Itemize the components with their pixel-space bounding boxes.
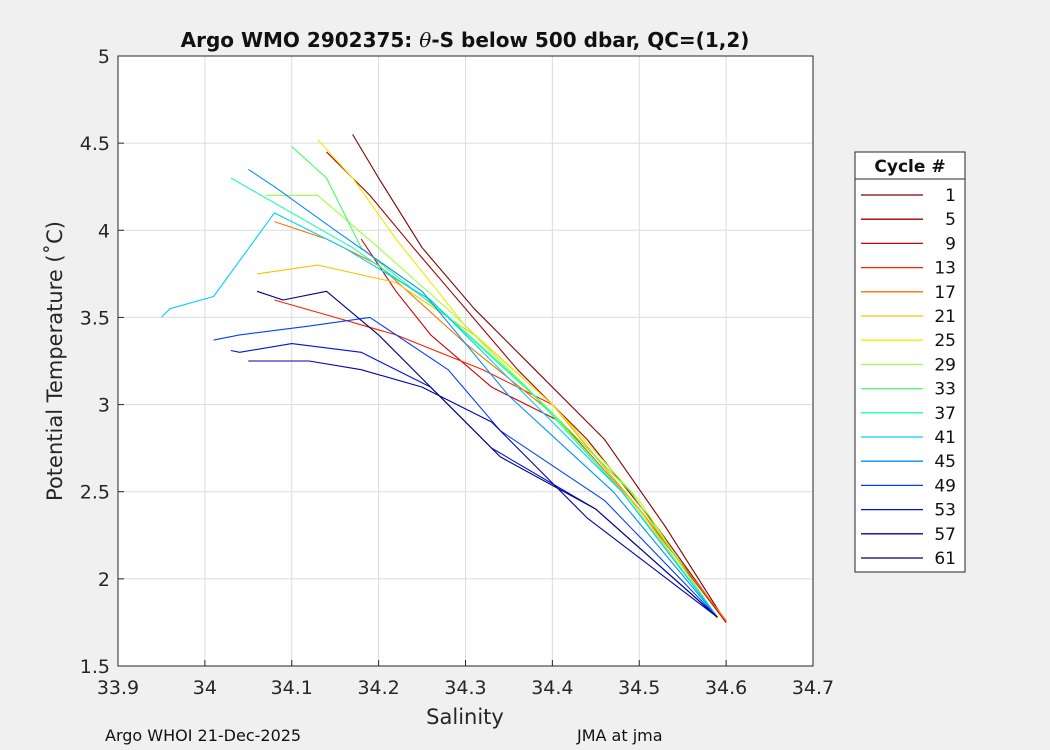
y-tick-label: 2.5 xyxy=(80,482,110,504)
x-tick-label: 34 xyxy=(193,677,217,699)
y-tick-label: 3 xyxy=(98,395,110,417)
series-line-cycle-61 xyxy=(256,290,718,618)
y-tick-labels: 1.5 2 2.5 3 3.5 4 4.5 5 xyxy=(80,46,110,678)
y-tick-label: 4.5 xyxy=(80,133,110,155)
legend-label-57: 57 xyxy=(934,525,956,545)
series-line-cycle-45 xyxy=(247,168,718,618)
y-tick-label: 3.5 xyxy=(80,307,110,329)
y-axis-label: Potential Temperature (˚C) xyxy=(43,221,67,501)
legend-label-5: 5 xyxy=(945,210,956,230)
y-tick-label: 1.5 xyxy=(80,656,110,678)
legend-label-17: 17 xyxy=(934,283,956,303)
footer-source: Argo WHOI 21-Dec-2025 xyxy=(105,726,302,745)
legend-label-13: 13 xyxy=(934,259,956,279)
x-tick-label: 34.3 xyxy=(444,677,486,699)
legend-label-1: 1 xyxy=(945,186,956,206)
legend-label-41: 41 xyxy=(934,428,956,448)
legend-label-29: 29 xyxy=(934,355,956,375)
legend-label-25: 25 xyxy=(934,331,956,351)
chart-title: Argo WMO 2902375: θ-S below 500 dbar, QC… xyxy=(181,28,750,52)
series-line-cycle-49 xyxy=(213,316,718,618)
x-axis-label: Salinity xyxy=(426,705,504,729)
series-group xyxy=(161,134,727,623)
legend-label-9: 9 xyxy=(945,234,956,254)
x-tick-label: 34.2 xyxy=(357,677,399,699)
y-tick-label: 5 xyxy=(98,46,110,68)
legend-box xyxy=(854,151,966,573)
legend-label-37: 37 xyxy=(934,404,956,424)
legend-label-33: 33 xyxy=(934,380,956,400)
x-tick-label: 34.6 xyxy=(705,677,747,699)
x-tick-label: 34.5 xyxy=(618,677,660,699)
legend-entries: 1 5 9 13 17 21 25 29 33 37 41 45 49 53 57 61 xyxy=(861,186,956,569)
x-tick-label: 33.9 xyxy=(97,677,139,699)
y-tick-label: 2 xyxy=(98,569,110,591)
legend-label-53: 53 xyxy=(934,501,956,521)
footer-credit: JMA at jma xyxy=(577,726,663,745)
x-tick-label: 34.7 xyxy=(792,677,834,699)
x-tick-labels: 33.9 34 34.1 34.2 34.3 34.4 34.5 34.6 34.7 xyxy=(97,677,834,699)
y-tick-label: 4 xyxy=(98,220,110,242)
legend-label-61: 61 xyxy=(934,549,956,569)
series-line-cycle-29 xyxy=(265,194,718,618)
x-tick-label: 34.1 xyxy=(271,677,313,699)
legend-label-21: 21 xyxy=(934,307,956,327)
x-tick-label: 34.4 xyxy=(531,677,573,699)
series-line-cycle-1 xyxy=(352,134,727,623)
series-line-cycle-53 xyxy=(230,343,718,618)
legend-label-49: 49 xyxy=(934,476,956,496)
series-line-cycle-57 xyxy=(248,360,718,618)
series-line-cycle-41 xyxy=(161,212,718,618)
plot-frame xyxy=(117,55,814,667)
legend-label-45: 45 xyxy=(934,452,956,472)
legend: Cycle # 1 5 9 13 17 21 25 29 33 37 41 45 49 53 57 61 xyxy=(854,151,966,573)
legend-title: Cycle # xyxy=(874,157,945,177)
